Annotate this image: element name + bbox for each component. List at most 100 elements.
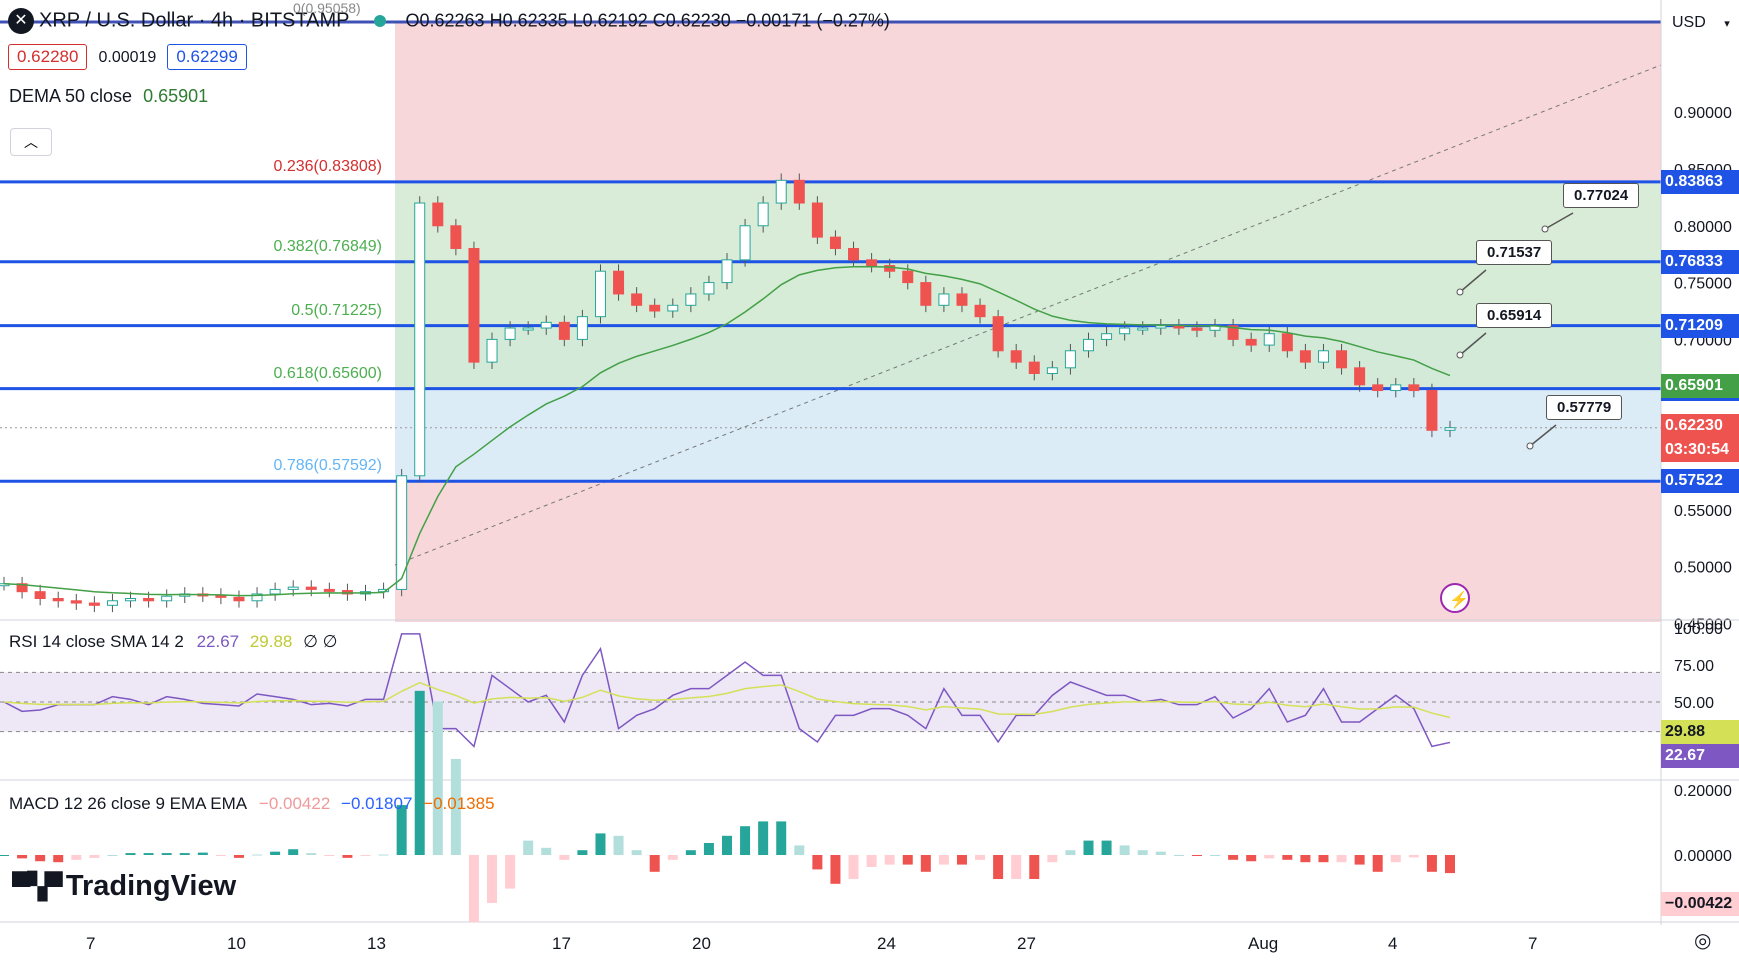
rsi-legend[interactable]: RSI 14 close SMA 14 2 22.67 29.88 ∅ ∅ <box>9 632 337 652</box>
candle <box>703 275 715 301</box>
callout-pointer <box>1459 332 1487 356</box>
candle <box>1408 378 1420 398</box>
macd-histogram-bar <box>703 843 714 855</box>
candle <box>396 468 408 597</box>
candle <box>70 593 82 610</box>
rsi-tick: 75.00 <box>1674 658 1714 675</box>
candle <box>486 332 498 369</box>
macd-histogram-bar <box>920 855 931 872</box>
macd-histogram-bar <box>1083 840 1094 855</box>
price-callout[interactable]: 0.71537 <box>1476 240 1553 265</box>
candle <box>1227 318 1239 347</box>
candle <box>504 321 516 347</box>
rsi-tick: 100.00 <box>1674 621 1723 638</box>
macd-histogram-bar <box>848 855 859 879</box>
symbol-logo-icon: ✕ <box>8 8 34 34</box>
macd-tick: 0.20000 <box>1674 783 1732 800</box>
last-price-axis-label: 0.62230 <box>1661 413 1739 438</box>
macd-line-value: −0.01807 <box>341 794 413 813</box>
dema-legend[interactable]: DEMA 50 close 0.65901 <box>9 86 208 107</box>
candle <box>1191 321 1203 338</box>
candle <box>920 275 932 313</box>
macd-histogram-bar <box>559 855 570 860</box>
macd-histogram-bar <box>252 854 263 856</box>
macd-histogram-bar <box>1445 855 1455 874</box>
price-callout[interactable]: 0.77024 <box>1563 183 1640 208</box>
fib-level-label: 0.382(0.76849) <box>273 237 382 255</box>
candle <box>1299 343 1311 369</box>
candle <box>323 582 335 598</box>
price-callout[interactable]: 0.57779 <box>1546 395 1623 420</box>
rsi-tick: 50.00 <box>1674 695 1714 712</box>
candle <box>829 230 841 256</box>
macd-histogram-bar <box>1137 850 1148 855</box>
tradingview-logo[interactable]: ▀▚▀ TradingView <box>12 870 237 902</box>
time-tick: 27 <box>1017 934 1036 953</box>
macd-histogram-bar <box>1065 850 1076 855</box>
time-tick: 20 <box>692 934 711 953</box>
macd-histogram-bar <box>938 855 949 865</box>
price-callout[interactable]: 0.65914 <box>1476 303 1553 328</box>
macd-histogram-bar <box>1101 840 1112 855</box>
candle <box>1137 321 1149 335</box>
chevron-down-icon: ▾ <box>1724 18 1730 30</box>
candle <box>414 196 426 483</box>
macd-signal-value: −0.01385 <box>423 794 495 813</box>
settings-gear-icon[interactable]: ◎ <box>1694 930 1712 952</box>
candle <box>811 196 823 244</box>
macd-histogram-bar <box>396 805 407 855</box>
candle <box>594 264 606 324</box>
candle <box>34 584 46 606</box>
ask-price[interactable]: 0.62299 <box>167 44 247 70</box>
candle <box>1317 343 1329 369</box>
macd-tick: 0.00000 <box>1674 848 1732 865</box>
candle <box>1010 343 1022 369</box>
candle <box>1245 332 1257 352</box>
macd-histogram-bar <box>1228 855 1239 860</box>
macd-histogram-bar <box>1246 855 1257 862</box>
macd-histogram-bar <box>667 855 678 860</box>
candle <box>1354 360 1366 392</box>
fib-axis-label: 0.83863 <box>1661 169 1739 194</box>
macd-histogram-bar <box>17 855 28 859</box>
rsi-value: 22.67 <box>196 632 240 651</box>
macd-histogram-bar <box>143 853 154 855</box>
macd-histogram-bar <box>740 826 751 855</box>
callout-pointer <box>1459 269 1487 293</box>
candle <box>269 582 281 601</box>
symbol-legend[interactable]: ✕ XRP / U.S. Dollar · 4h · BITSTAMP O0.6… <box>8 8 890 34</box>
candle <box>341 583 353 601</box>
time-tick: 4 <box>1388 934 1397 953</box>
macd-histogram-bar <box>613 835 624 855</box>
dema-value: 0.65901 <box>143 86 209 106</box>
candle <box>992 309 1004 358</box>
fib-level-label: 0.5(0.71225) <box>291 301 382 319</box>
candle <box>125 591 137 608</box>
candle <box>106 593 118 613</box>
macd-histogram-bar <box>776 821 787 855</box>
bid-ask-row: 0.62280 0.00019 0.62299 <box>8 44 247 70</box>
collapse-legend-button[interactable]: ︿ <box>10 128 52 156</box>
bid-price[interactable]: 0.62280 <box>8 44 88 70</box>
macd-histogram-bar <box>1155 851 1166 855</box>
currency-select[interactable]: USD ▾ <box>1672 14 1730 31</box>
macd-histogram-bar <box>993 855 1004 879</box>
macd-histogram-bar <box>378 854 389 856</box>
macd-histogram-bar <box>432 701 443 855</box>
macd-histogram-bar <box>1191 855 1202 856</box>
candle <box>631 287 643 313</box>
candle <box>16 576 28 599</box>
candle <box>938 287 950 313</box>
macd-histogram-bar <box>107 855 118 856</box>
macd-histogram-bar <box>270 851 281 855</box>
macd-legend[interactable]: MACD 12 26 close 9 EMA EMA −0.00422 −0.0… <box>9 794 495 814</box>
macd-histogram-bar <box>53 855 64 863</box>
callout-anchor <box>1541 225 1549 233</box>
macd-histogram-bar <box>722 835 732 855</box>
candle <box>956 287 968 313</box>
candle <box>649 298 661 318</box>
macd-histogram-bar <box>1264 855 1275 859</box>
callout-anchor <box>1456 351 1464 359</box>
macd-histogram-bar <box>1318 855 1329 863</box>
